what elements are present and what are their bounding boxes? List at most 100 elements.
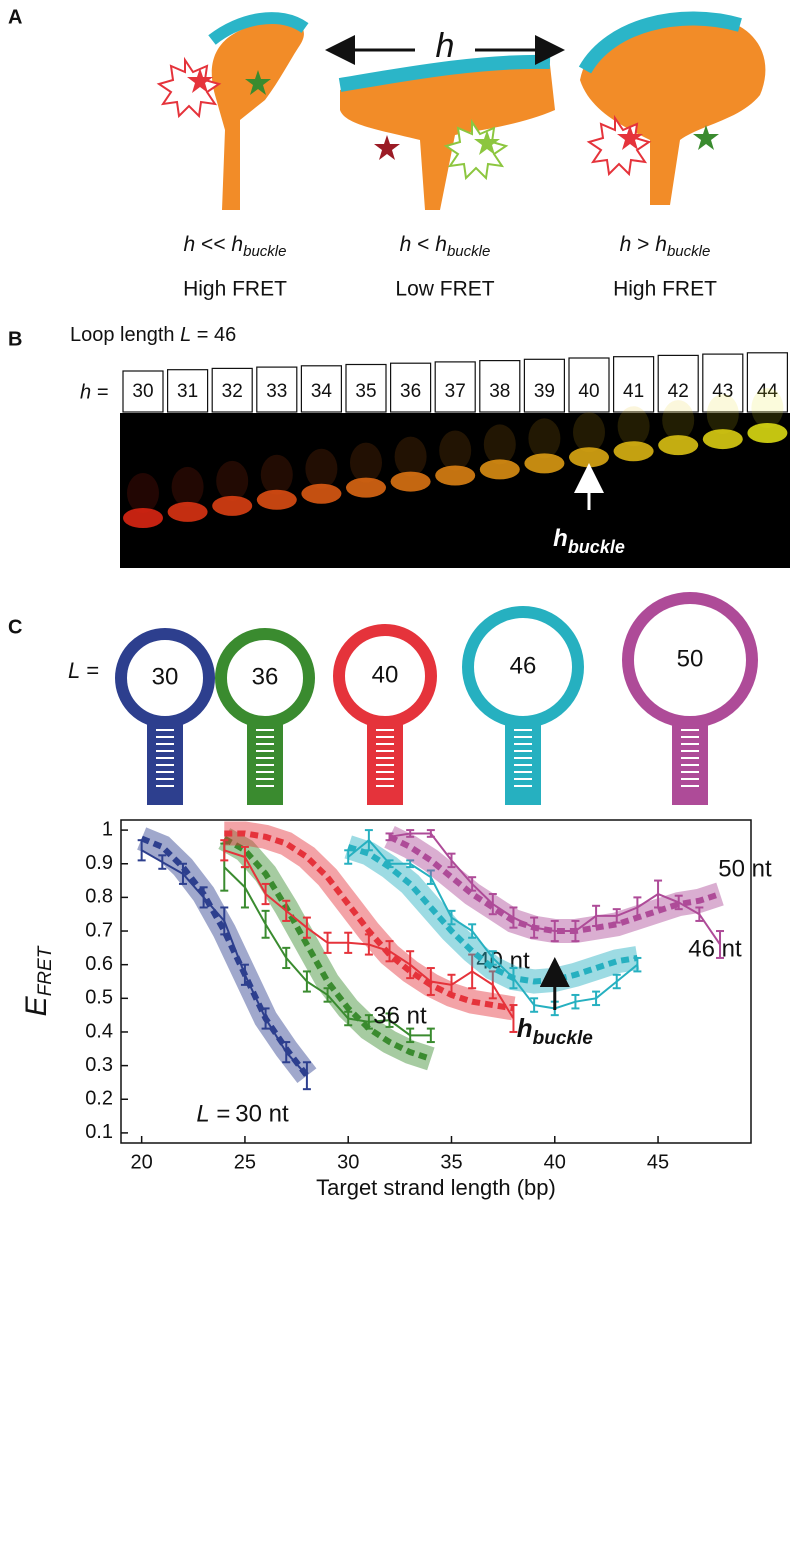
error-bar xyxy=(426,967,435,996)
fit-line xyxy=(222,835,432,1062)
stem xyxy=(367,722,403,805)
error-bar xyxy=(447,973,456,996)
gel-smear xyxy=(260,454,293,495)
error-bar xyxy=(447,852,456,869)
error-bar xyxy=(488,893,497,916)
error-bar xyxy=(323,987,332,1003)
lane-box xyxy=(211,367,253,413)
lane-box xyxy=(167,369,209,413)
error-bar xyxy=(220,906,229,936)
lane-label: 35 xyxy=(355,381,376,402)
molecule xyxy=(338,54,555,210)
error-bar xyxy=(426,829,435,838)
error-bar xyxy=(385,859,394,869)
error-bar xyxy=(385,1012,394,1028)
error-bar xyxy=(364,1014,373,1030)
gel-smear xyxy=(706,394,739,435)
error-bar xyxy=(426,869,435,885)
y-tick-label: 0.6 xyxy=(85,953,113,975)
series-label: 36 nt xyxy=(373,1002,427,1029)
error-bar xyxy=(571,993,580,1010)
error-bar xyxy=(261,909,270,939)
text: buckle xyxy=(533,1028,594,1049)
gel-smear xyxy=(662,400,695,441)
lane-label: 40 xyxy=(578,381,599,402)
error-bar xyxy=(240,845,249,869)
series-label: 30 nt xyxy=(235,1100,289,1127)
gel-band xyxy=(702,429,743,450)
error-bar xyxy=(406,859,415,869)
error-bar xyxy=(137,839,146,862)
gel-band xyxy=(524,453,565,474)
text: buckle xyxy=(243,243,286,260)
error-bar xyxy=(178,862,187,885)
lane-box xyxy=(657,354,699,413)
error-bar xyxy=(654,879,663,909)
text: buckle xyxy=(447,243,490,260)
y-tick-label: 0.3 xyxy=(85,1054,113,1076)
gel-band xyxy=(123,508,163,528)
lane-label: 36 xyxy=(400,381,421,402)
error-bar xyxy=(468,953,477,990)
lane-box xyxy=(434,361,476,413)
lane-label: 41 xyxy=(623,381,644,402)
fit-line xyxy=(224,830,514,1012)
loop-label: 30 xyxy=(152,663,179,690)
text: h xyxy=(435,233,447,256)
error-bar xyxy=(406,829,415,838)
error-bar xyxy=(550,919,559,943)
error-bar xyxy=(199,886,208,909)
lanes: 30 31 32 33 34 35 36 37 38 39 40 41 42 43 44 hbuckle xyxy=(122,352,789,557)
x-tick-label: 35 xyxy=(440,1151,462,1173)
lane-label: 43 xyxy=(712,381,733,402)
error-bar xyxy=(612,908,621,924)
caption-fret: Low FRET xyxy=(395,278,494,301)
error-bar xyxy=(323,931,332,954)
gel-band xyxy=(390,471,431,492)
lane-box xyxy=(479,360,521,413)
error-bar xyxy=(716,930,725,959)
loops: 30 36 40 46 50 xyxy=(115,592,758,805)
text: h xyxy=(655,233,667,256)
annotation: hbuckle xyxy=(517,1013,594,1049)
gel-band xyxy=(613,441,654,462)
series-label: 50 nt xyxy=(718,855,772,882)
error-bar xyxy=(530,916,539,939)
text: E xyxy=(20,995,53,1016)
gel-band xyxy=(658,435,699,456)
gel-smear xyxy=(617,406,650,447)
text: > xyxy=(631,233,655,256)
molecule xyxy=(156,12,309,211)
error-bar xyxy=(364,829,373,852)
text: h xyxy=(400,233,412,256)
loop-label: 36 xyxy=(252,663,279,690)
y-tick-label: 0.4 xyxy=(85,1020,113,1042)
text: h xyxy=(231,233,243,256)
y-axis-label: EFRET xyxy=(20,945,56,1016)
error-bar xyxy=(344,931,353,954)
text: FRET xyxy=(35,945,56,996)
gel-smear xyxy=(216,460,249,501)
panel-label: B xyxy=(8,328,22,350)
error-bar xyxy=(385,832,394,842)
lane-label: 37 xyxy=(445,381,466,402)
error-bar xyxy=(612,973,621,990)
caption-math: h << hbuckle xyxy=(184,233,287,260)
error-bar xyxy=(571,919,580,943)
error-bar xyxy=(282,899,291,922)
lane-box xyxy=(568,357,610,413)
error-bar xyxy=(674,894,683,911)
text: Loop length xyxy=(70,324,180,346)
y-tick-label: 0.1 xyxy=(85,1121,113,1143)
y-tick-label: 1 xyxy=(102,818,113,840)
text: = 46 xyxy=(191,324,236,346)
text: h xyxy=(517,1013,533,1043)
stem xyxy=(147,722,183,805)
y-tick-label: 0.9 xyxy=(85,852,113,874)
gel-band xyxy=(435,465,476,486)
gel-smear xyxy=(171,466,204,507)
loop-label: 46 xyxy=(510,652,537,679)
lane-label: 44 xyxy=(757,381,779,402)
